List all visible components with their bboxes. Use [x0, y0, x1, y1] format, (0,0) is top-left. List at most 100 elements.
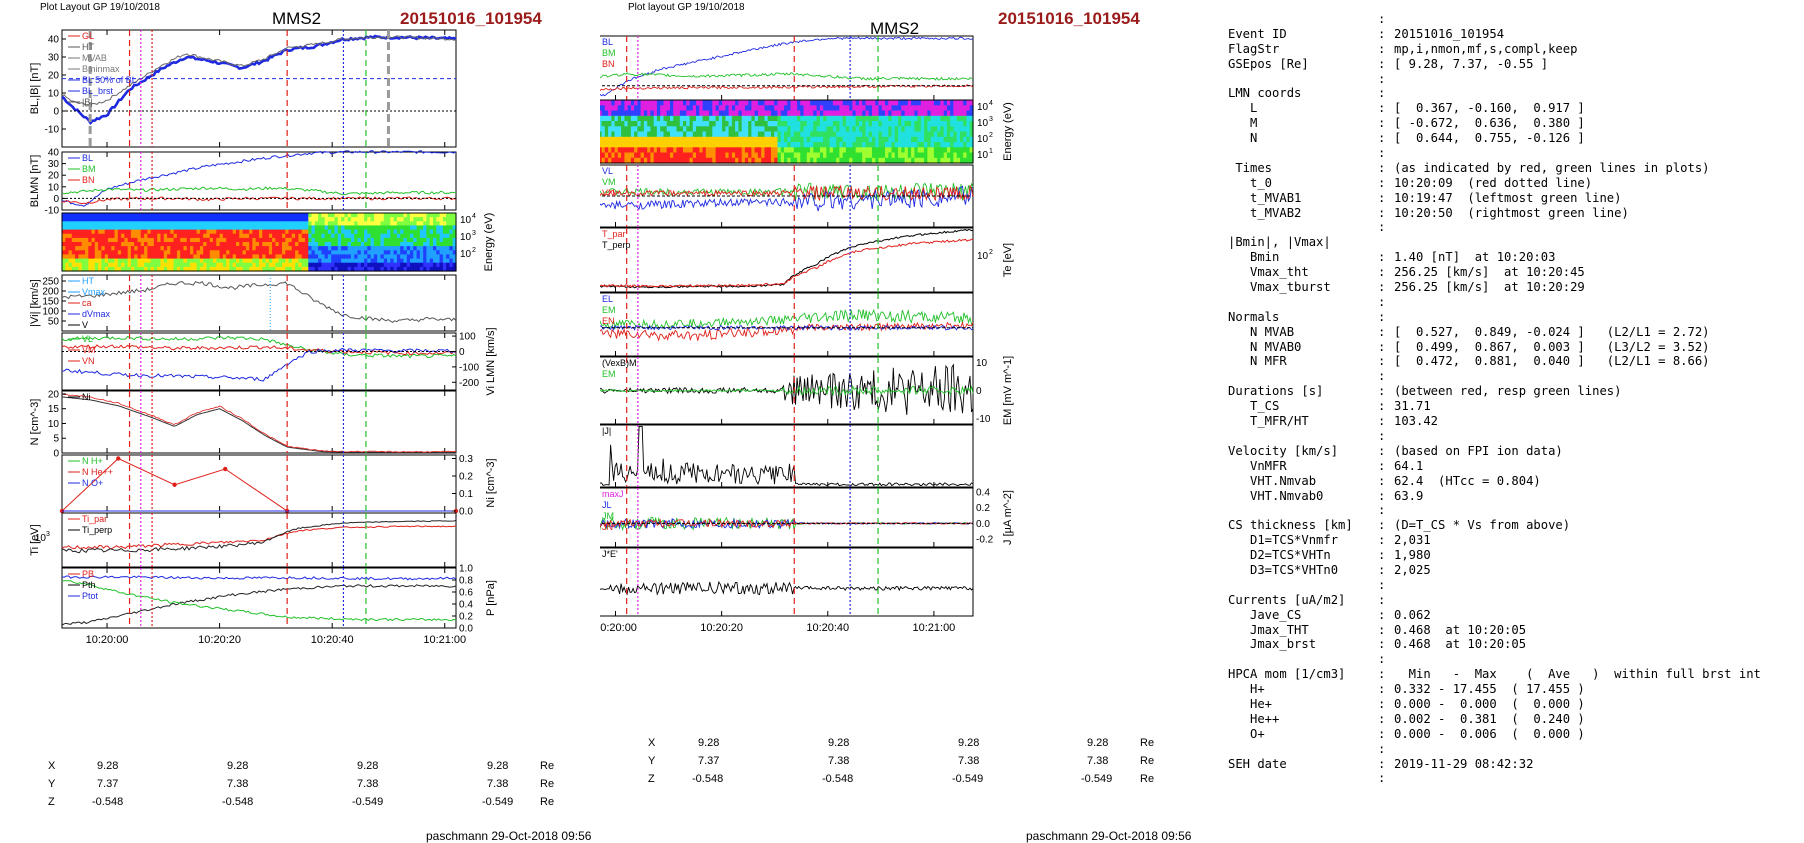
spectrogram-cell — [914, 100, 919, 106]
spectrogram-cell — [163, 242, 168, 247]
spectrogram-cell — [627, 157, 632, 164]
legend-entry: BM — [602, 48, 616, 58]
spectrogram-cell — [872, 126, 876, 133]
series-line — [600, 228, 974, 289]
spectrogram-cell — [288, 254, 293, 260]
summary-colon: : — [1378, 667, 1386, 682]
spectrogram-cell — [911, 105, 915, 112]
spectrogram-cell — [406, 246, 411, 251]
y-tick-label: 200 — [42, 287, 59, 298]
spectrogram-cell — [927, 142, 932, 148]
spectrogram-cell — [130, 254, 135, 260]
summary-colon: : — [1378, 86, 1386, 101]
spectrogram-cell — [134, 254, 139, 260]
spectrogram-cell — [85, 217, 89, 222]
spectrogram-cell — [62, 266, 66, 272]
spectrogram-cell — [81, 254, 86, 260]
spectrogram-cell — [774, 142, 779, 148]
spectrogram-cell — [885, 110, 889, 117]
spectrogram-cell — [800, 157, 805, 164]
spectrogram-cell — [969, 131, 974, 138]
spectrogram-cell — [914, 105, 919, 112]
spectrogram-cell — [689, 126, 694, 133]
spectrogram-cell — [924, 121, 928, 127]
summary-value: [ 0.367, -0.160, 0.917 ] — [1394, 101, 1585, 116]
spectrogram-cell — [331, 213, 336, 218]
spectrogram-cell — [213, 237, 217, 243]
spectrogram-cell — [282, 258, 286, 264]
spectrogram-cell — [160, 217, 165, 222]
spectrogram-cell — [203, 229, 208, 235]
spectrogram-cell — [940, 131, 945, 138]
spectrogram-cell — [147, 213, 152, 218]
spectrogram-cell — [868, 147, 873, 154]
spectrogram-cell — [767, 126, 772, 133]
spectrogram-cell — [262, 225, 267, 231]
spectrogram-cell — [170, 237, 175, 243]
spectrogram-cell — [813, 142, 818, 148]
spectrogram-cell — [933, 100, 938, 106]
spectrogram-cell — [268, 250, 273, 255]
spectrogram-cell — [298, 217, 303, 222]
spectrogram-cell — [868, 152, 873, 159]
spectrogram-cell — [806, 121, 811, 127]
spectrogram-cell — [666, 110, 671, 117]
coord-value: 9.28 — [698, 737, 720, 749]
spectrogram-cell — [937, 142, 942, 148]
spectrogram-cell — [272, 233, 276, 239]
spectrogram-cell — [344, 237, 349, 243]
spectrogram-cell — [272, 266, 276, 272]
spectrogram-cell — [311, 254, 316, 260]
spectrogram-cell — [875, 157, 880, 164]
spectrogram-cell — [439, 237, 444, 243]
summary-row: Vmax_tburst:256.25 [km/s] at 10:20:29 — [1228, 280, 1798, 295]
spectrogram-cell — [180, 237, 185, 243]
summary-key: |Bmin|, |Vmax| — [1228, 235, 1331, 250]
spectrogram-cell — [282, 262, 286, 268]
spectrogram-cell — [823, 142, 827, 148]
spectrogram-cell — [62, 254, 66, 260]
spectrogram-cell — [771, 131, 775, 138]
spectrogram-cell — [130, 225, 135, 231]
spectrogram-cell — [653, 131, 658, 138]
spectrogram-cell — [608, 100, 612, 106]
spectrogram-cell — [245, 221, 250, 226]
spectrogram-cell — [611, 157, 616, 164]
summary-colon: : — [1378, 280, 1386, 295]
spectrogram-cell — [206, 237, 211, 243]
spectrogram-cell — [621, 157, 625, 164]
spectrogram-cell — [767, 142, 772, 148]
spectrogram-cell — [403, 246, 408, 251]
spectrogram-cell — [282, 237, 286, 243]
spectrogram-cell — [144, 250, 148, 255]
spectrogram-cell — [416, 254, 421, 260]
spectrogram-cell — [907, 147, 912, 154]
spectrogram-cell — [413, 213, 418, 218]
spectrogram-cell — [347, 266, 352, 272]
spectrogram-cell — [206, 250, 211, 255]
coord-value: 9.28 — [97, 760, 119, 772]
panel-frame — [600, 292, 974, 357]
spectrogram-cell — [265, 254, 270, 260]
spectrogram-cell — [403, 217, 408, 222]
summary-key: Normals — [1228, 309, 1280, 324]
spectrogram-cell — [748, 115, 753, 122]
y-tick-label: 10 — [460, 249, 472, 260]
spectrogram-cell — [137, 237, 142, 243]
spectrogram-cell — [601, 126, 606, 133]
spectrogram-cell — [774, 100, 779, 106]
spectrogram-cell — [692, 142, 697, 148]
summary-key — [1228, 12, 1378, 27]
spectrogram-cell — [650, 105, 655, 112]
spectrogram-cell — [439, 242, 444, 247]
spectrogram-cell — [881, 136, 886, 143]
spectrogram-cell — [757, 115, 762, 122]
spectrogram-cell — [176, 246, 181, 251]
spectrogram-cell — [735, 147, 739, 154]
spectrogram-cell — [643, 157, 648, 164]
spectrogram-cell — [301, 242, 306, 247]
spectrogram-cell — [709, 105, 713, 112]
spectrogram-cell — [390, 246, 395, 251]
spectrogram-cell — [924, 115, 928, 122]
spectrogram-cell — [282, 229, 286, 235]
